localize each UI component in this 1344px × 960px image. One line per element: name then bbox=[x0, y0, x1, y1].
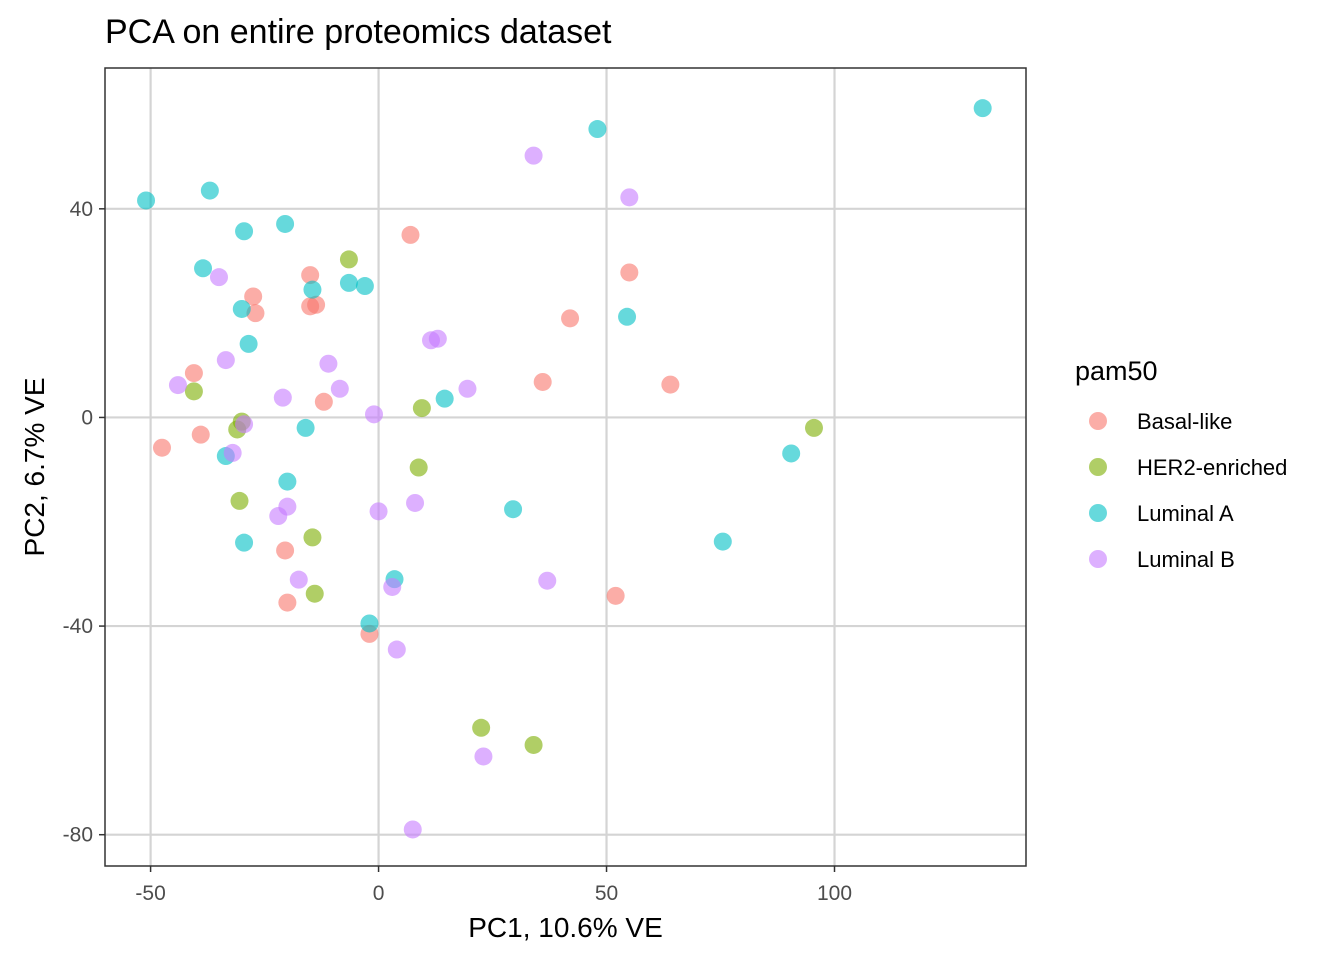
point-luminal-a-18 bbox=[360, 614, 379, 633]
point-luminal-b-10 bbox=[168, 376, 187, 395]
point-basal-like-7 bbox=[314, 392, 333, 411]
plot-panel-border bbox=[104, 67, 1027, 867]
series-basal-like bbox=[152, 225, 680, 643]
point-luminal-a-8 bbox=[339, 273, 358, 292]
point-luminal-a-3 bbox=[235, 222, 254, 241]
point-luminal-b-23 bbox=[474, 747, 493, 766]
point-her2-enriched-1 bbox=[339, 250, 358, 269]
grid-lines bbox=[105, 68, 1026, 866]
point-luminal-b-11 bbox=[273, 388, 292, 407]
point-luminal-b-15 bbox=[406, 493, 425, 512]
point-luminal-a-9 bbox=[355, 277, 374, 296]
point-basal-like-5 bbox=[244, 287, 263, 306]
x-tick-label: 50 bbox=[595, 882, 618, 905]
point-her2-enriched-6 bbox=[409, 458, 428, 477]
point-basal-like-18 bbox=[606, 586, 625, 605]
point-her2-enriched-3 bbox=[412, 399, 431, 418]
axis-ticks: -50 0 50 100 40 0 -40 -80 bbox=[63, 198, 852, 905]
point-her2-enriched-11 bbox=[472, 718, 491, 737]
point-luminal-a-4 bbox=[276, 214, 295, 233]
point-luminal-b-13 bbox=[235, 415, 254, 434]
y-tick-label: 40 bbox=[70, 198, 93, 221]
point-basal-like-8 bbox=[184, 364, 203, 383]
legend-key-luminal-a bbox=[1089, 504, 1107, 522]
legend-key-basal-like bbox=[1089, 412, 1107, 430]
point-basal-like-16 bbox=[278, 593, 297, 612]
legend-title: pam50 bbox=[1075, 356, 1158, 386]
point-basal-like-15 bbox=[276, 541, 295, 560]
point-luminal-b-5 bbox=[428, 329, 447, 348]
x-tick-label: 100 bbox=[817, 882, 852, 905]
x-axis-title: PC1, 10.6% VE bbox=[468, 912, 663, 943]
point-luminal-a-10 bbox=[239, 334, 258, 353]
point-luminal-b-3 bbox=[209, 268, 228, 287]
point-luminal-a-7 bbox=[303, 280, 322, 299]
point-luminal-a-15 bbox=[235, 533, 254, 552]
point-luminal-a-11 bbox=[435, 389, 454, 408]
legend: pam50 Basal-like HER2-enriched Luminal A Lu… bbox=[1075, 356, 1287, 572]
legend-key-luminal-b bbox=[1089, 550, 1107, 568]
point-luminal-b-22 bbox=[387, 640, 406, 659]
point-basal-like-1 bbox=[401, 225, 420, 244]
point-luminal-a-19 bbox=[588, 120, 607, 139]
point-her2-enriched-10 bbox=[804, 418, 823, 437]
y-axis-title: PC2, 6.7% VE bbox=[19, 378, 50, 557]
point-luminal-a-5 bbox=[194, 259, 213, 278]
y-tick-label: -40 bbox=[63, 615, 93, 638]
data-points bbox=[137, 99, 992, 839]
point-luminal-b-18 bbox=[369, 502, 388, 521]
point-luminal-a-14 bbox=[278, 472, 297, 491]
point-basal-like-9 bbox=[191, 425, 210, 444]
point-basal-like-13 bbox=[533, 372, 552, 391]
point-her2-enriched-9 bbox=[305, 584, 324, 603]
legend-key-her2-enriched bbox=[1089, 458, 1107, 476]
point-luminal-b-14 bbox=[223, 443, 242, 462]
point-luminal-a-21 bbox=[782, 444, 801, 463]
point-luminal-b-7 bbox=[319, 354, 338, 373]
series-luminal-a bbox=[137, 99, 992, 633]
point-luminal-b-2 bbox=[620, 188, 639, 207]
point-basal-like-10 bbox=[152, 438, 171, 457]
point-basal-like-6 bbox=[246, 304, 265, 323]
point-luminal-a-16 bbox=[504, 500, 523, 519]
point-luminal-b-21 bbox=[538, 571, 557, 590]
point-basal-like-14 bbox=[661, 375, 680, 394]
point-luminal-a-20 bbox=[618, 307, 637, 326]
x-tick-label: -50 bbox=[135, 882, 165, 905]
point-her2-enriched-12 bbox=[524, 735, 543, 754]
legend-label-basal-like: Basal-like bbox=[1137, 409, 1232, 434]
point-luminal-a-12 bbox=[296, 418, 315, 437]
point-basal-like-2 bbox=[301, 266, 320, 285]
point-luminal-b-12 bbox=[365, 405, 384, 424]
point-luminal-a-22 bbox=[713, 532, 732, 551]
x-tick-label: 0 bbox=[373, 882, 385, 905]
y-tick-label: -80 bbox=[63, 824, 93, 847]
point-luminal-b-9 bbox=[458, 379, 477, 398]
point-luminal-a-2 bbox=[200, 181, 219, 200]
point-basal-like-12 bbox=[620, 263, 639, 282]
point-luminal-a-1 bbox=[137, 191, 156, 210]
point-luminal-b-20 bbox=[383, 577, 402, 596]
point-luminal-a-6 bbox=[232, 299, 251, 318]
point-her2-enriched-8 bbox=[303, 528, 322, 547]
point-her2-enriched-7 bbox=[230, 491, 249, 510]
y-tick-label: 0 bbox=[81, 406, 93, 429]
legend-label-luminal-b: Luminal B bbox=[1137, 547, 1235, 572]
legend-label-luminal-a: Luminal A bbox=[1137, 501, 1234, 526]
point-basal-like-4 bbox=[307, 295, 326, 314]
point-luminal-b-1 bbox=[524, 146, 543, 165]
point-luminal-b-19 bbox=[289, 570, 308, 589]
point-basal-like-11 bbox=[561, 309, 580, 328]
point-her2-enriched-2 bbox=[184, 382, 203, 401]
point-luminal-b-8 bbox=[330, 379, 349, 398]
series-luminal-b bbox=[168, 146, 639, 839]
legend-label-her2-enriched: HER2-enriched bbox=[1137, 455, 1287, 480]
legend-items: Basal-like HER2-enriched Luminal A Luminal … bbox=[1089, 409, 1287, 572]
point-luminal-b-6 bbox=[216, 351, 235, 370]
point-luminal-b-24 bbox=[403, 820, 422, 839]
point-luminal-b-17 bbox=[269, 507, 288, 526]
point-luminal-a-23 bbox=[973, 99, 992, 118]
chart-title: PCA on entire proteomics dataset bbox=[105, 13, 612, 51]
